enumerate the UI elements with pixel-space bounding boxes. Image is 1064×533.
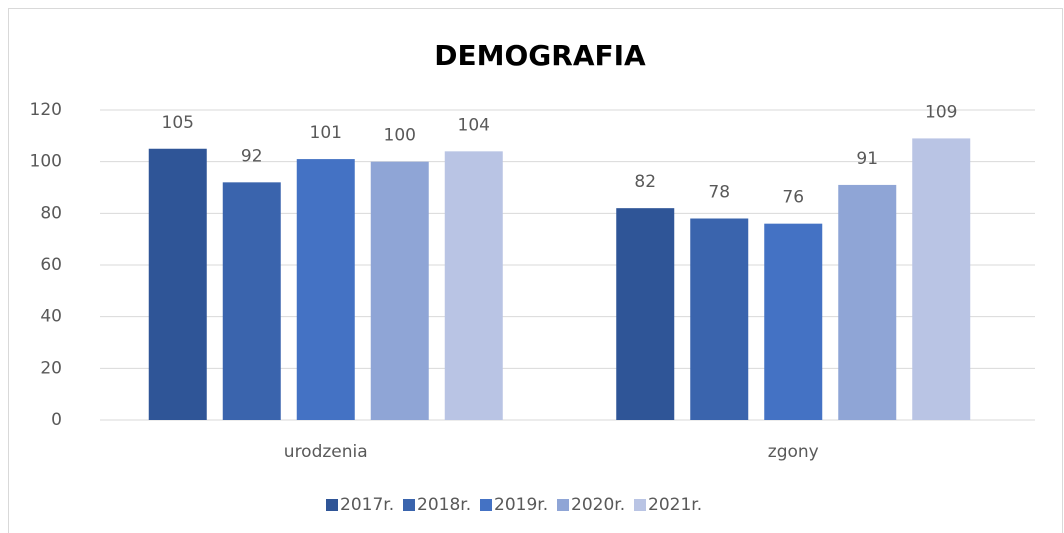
legend-label: 2018r. bbox=[417, 495, 471, 515]
y-tick-label: 60 bbox=[40, 255, 62, 275]
data-label: 78 bbox=[708, 183, 730, 203]
data-label: 91 bbox=[856, 149, 878, 169]
y-tick-label: 20 bbox=[40, 358, 62, 378]
legend-label: 2020r. bbox=[571, 495, 625, 515]
bar bbox=[370, 161, 429, 420]
y-tick-label: 0 bbox=[51, 410, 62, 430]
y-tick-label: 80 bbox=[40, 203, 62, 223]
bar bbox=[222, 182, 281, 420]
data-label: 104 bbox=[458, 115, 490, 135]
data-label: 92 bbox=[241, 146, 263, 166]
bar bbox=[444, 151, 503, 421]
legend-label: 2019r. bbox=[494, 495, 548, 515]
data-label: 105 bbox=[162, 113, 194, 133]
legend-label: 2017r. bbox=[340, 495, 394, 515]
bar bbox=[912, 138, 971, 420]
data-label: 82 bbox=[634, 172, 656, 192]
data-label: 100 bbox=[384, 126, 416, 146]
legend-swatch bbox=[403, 499, 415, 511]
bar bbox=[616, 208, 675, 420]
x-tick-label: zgony bbox=[768, 442, 819, 462]
bar bbox=[764, 223, 823, 420]
bar bbox=[690, 218, 749, 420]
legend-swatch bbox=[480, 499, 492, 511]
bar bbox=[838, 184, 897, 420]
y-tick-label: 100 bbox=[30, 152, 62, 172]
bar bbox=[148, 148, 207, 420]
data-label: 109 bbox=[925, 102, 957, 122]
legend-swatch bbox=[326, 499, 338, 511]
bar bbox=[296, 159, 355, 421]
legend-swatch bbox=[634, 499, 646, 511]
data-label: 76 bbox=[782, 188, 804, 208]
y-tick-label: 120 bbox=[30, 100, 62, 120]
chart-title: DEMOGRAFIA bbox=[434, 39, 646, 72]
data-label: 101 bbox=[310, 123, 342, 143]
legend-swatch bbox=[557, 499, 569, 511]
y-tick-label: 40 bbox=[40, 307, 62, 327]
legend-label: 2021r. bbox=[648, 495, 702, 515]
x-tick-label: urodzenia bbox=[284, 442, 368, 462]
